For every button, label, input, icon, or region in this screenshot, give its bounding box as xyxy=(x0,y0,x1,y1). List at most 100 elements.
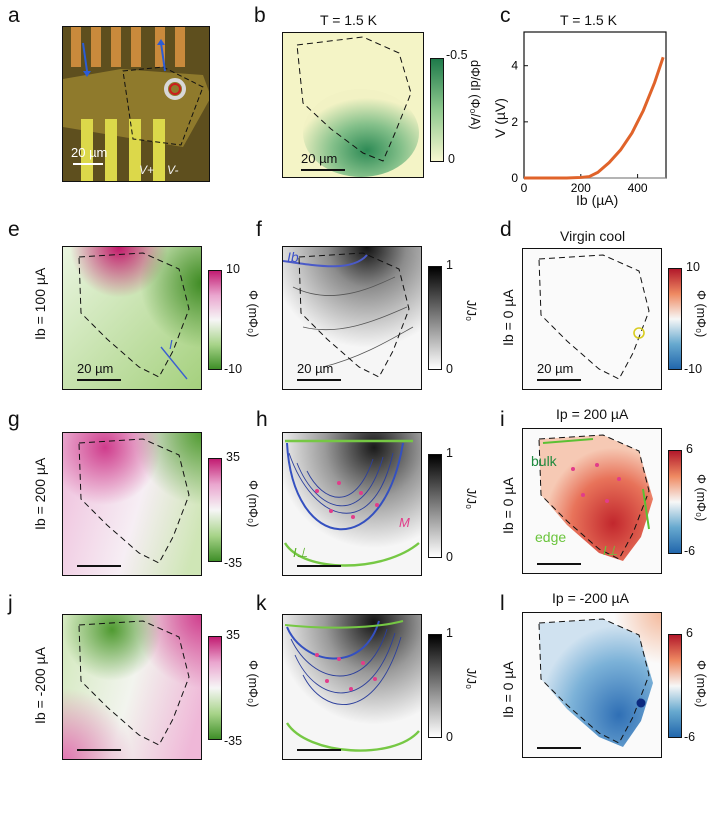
panel-k-cbar-top: 1 xyxy=(446,626,453,640)
panel-a-optical-image: 20 µm V+ V- xyxy=(62,26,210,182)
panel-f-annotation: Ib xyxy=(287,249,299,265)
panel-i-image xyxy=(538,434,653,561)
panel-e-map: I 20 µm xyxy=(62,246,202,390)
panel-i-bulk-label: bulk xyxy=(531,453,557,469)
panel-b-colorbar xyxy=(430,58,444,162)
panel-f-cbar-label: J/J₀ xyxy=(464,300,478,322)
panel-label-e: e xyxy=(8,218,20,241)
panel-label-l: l xyxy=(500,592,505,615)
x-tick-label: 200 xyxy=(571,181,591,195)
panel-d-cbar-top: 10 xyxy=(686,260,700,274)
panel-i-cbar-label: Φ (mΦ₀) xyxy=(694,474,708,522)
panel-f-cbar-top: 1 xyxy=(446,258,453,272)
panel-l-map xyxy=(522,612,662,758)
scalebar-a-text: 20 µm xyxy=(71,145,108,160)
panel-label-h: h xyxy=(256,408,268,431)
scalebar-f-text: 20 µm xyxy=(297,361,334,376)
y-tick-label: 2 xyxy=(511,115,518,129)
panel-h-cbar-label: J/J₀ xyxy=(464,488,478,510)
panel-d-cbar-bottom: -10 xyxy=(684,362,703,376)
panel-j-cbar-top: 35 xyxy=(226,628,240,642)
panel-k-colorbar xyxy=(428,634,442,738)
scalebar-i xyxy=(537,563,581,565)
panel-h-cbar-bottom: 0 xyxy=(446,550,453,564)
panel-d-image xyxy=(538,254,650,380)
panel-f-colorbar xyxy=(428,266,442,370)
panel-j-colorbar xyxy=(208,636,222,740)
panel-label-c: c xyxy=(500,4,511,27)
scalebar-b xyxy=(301,169,345,171)
panel-b-cbar-label: dΦ/dI (Φ₀/A) xyxy=(468,60,482,130)
panel-h-cbar-top: 1 xyxy=(446,446,453,460)
scalebar-h xyxy=(297,565,341,567)
scalebar-a xyxy=(73,163,103,165)
panel-i-cbar-bottom: -6 xyxy=(684,544,696,558)
panel-k-map xyxy=(282,614,422,760)
panel-c-xlabel: Ib (µA) xyxy=(576,192,619,208)
panel-l-title: Ip = -200 µA xyxy=(552,590,629,606)
panel-g-cbar-label: Φ (mΦ₀) xyxy=(246,480,260,528)
y-tick-label: 4 xyxy=(511,59,518,73)
panel-h-image xyxy=(283,433,421,575)
panel-label-k: k xyxy=(256,592,267,615)
panel-label-g: g xyxy=(8,408,20,431)
panel-j-map xyxy=(62,614,202,760)
panel-e-cbar-label: Φ (mΦ₀) xyxy=(246,290,260,338)
scalebar-d xyxy=(537,379,581,381)
panel-l-colorbar xyxy=(668,634,682,738)
panel-label-a: a xyxy=(8,4,20,27)
panel-f-cbar-bottom: 0 xyxy=(446,362,453,376)
panel-e-colorbar xyxy=(208,270,222,370)
panel-g-ylabel: Ib = 200 µA xyxy=(32,457,48,530)
x-tick-label: 0 xyxy=(521,181,528,195)
panel-label-b: b xyxy=(254,4,266,27)
panel-b-map: 20 µm xyxy=(282,32,424,178)
panel-label-i: i xyxy=(500,408,505,431)
panel-e-image xyxy=(63,247,201,389)
panel-l-cbar-top: 6 xyxy=(686,626,693,640)
panel-k-cbar-bottom: 0 xyxy=(446,730,453,744)
panel-d-colorbar xyxy=(668,268,682,370)
panel-b-cbar-top: -0.5 xyxy=(446,48,468,62)
panel-d-map: 20 µm xyxy=(522,248,662,390)
panel-e-cbar-bottom: -10 xyxy=(224,362,243,376)
panel-k-cbar-label: J/J₀ xyxy=(464,668,478,690)
scalebar-b-text: 20 µm xyxy=(301,151,338,166)
panel-e-annotation: I xyxy=(169,337,173,352)
panel-i-colorbar xyxy=(668,450,682,554)
panel-d-ylabel: Ib = 0 µA xyxy=(500,289,516,346)
panel-i-title: Ip = 200 µA xyxy=(556,406,629,422)
panel-f-image xyxy=(283,247,421,389)
x-tick-label: 400 xyxy=(628,181,648,195)
panel-g-cbar-bottom: -35 xyxy=(224,556,243,570)
panel-i-edge-label: edge xyxy=(535,529,567,545)
panel-g-colorbar xyxy=(208,458,222,562)
panel-i-cbar-top: 6 xyxy=(686,442,693,456)
panel-l-cbar-label: Φ (mΦ₀) xyxy=(694,660,708,708)
panel-h-map: M I⊥ xyxy=(282,432,422,576)
panel-j-cbar-bottom: -35 xyxy=(224,734,243,748)
panel-f-map: Ib 20 µm xyxy=(282,246,422,390)
vminus-label: V- xyxy=(167,163,179,177)
y-tick-label: 0 xyxy=(511,171,518,185)
panel-j-cbar-label: Φ (mΦ₀) xyxy=(246,660,260,708)
device-optical-drawing xyxy=(63,27,209,181)
panel-l-ylabel: Ib = 0 µA xyxy=(500,661,516,718)
panel-d-title: Virgin cool xyxy=(560,228,626,244)
iv-chart: 0 200 400 0 2 4 xyxy=(511,31,667,195)
scalebar-e-text: 20 µm xyxy=(77,361,114,376)
panel-b-image xyxy=(283,33,423,177)
panel-d-cbar-label: Φ (mΦ₀) xyxy=(694,290,708,338)
panel-b-cbar-bottom: 0 xyxy=(448,152,455,166)
panel-l-cbar-bottom: -6 xyxy=(684,730,696,744)
panel-j-ylabel: Ib = -200 µA xyxy=(32,647,48,724)
scalebar-g xyxy=(77,565,121,567)
vplus-label: V+ xyxy=(139,163,155,177)
panel-i-map: bulk edge I⊥ xyxy=(522,428,662,574)
iv-curve xyxy=(524,56,665,180)
panel-i-ylabel: Ib = 0 µA xyxy=(500,477,516,534)
panel-g-cbar-top: 35 xyxy=(226,450,240,464)
scalebar-k xyxy=(297,749,341,751)
panel-j-image xyxy=(63,615,201,759)
panel-h-annotation-m: M xyxy=(399,515,410,530)
